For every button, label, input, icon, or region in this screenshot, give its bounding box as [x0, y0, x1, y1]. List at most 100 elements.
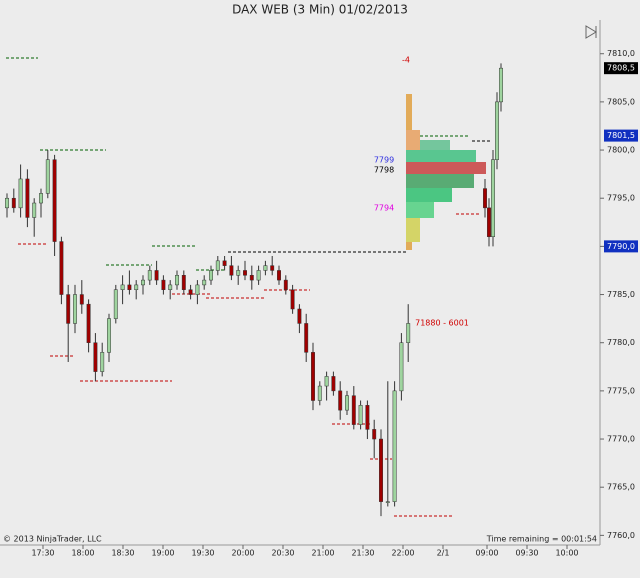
candle-body — [66, 294, 71, 324]
candle-body — [107, 318, 111, 353]
y-tick-label: 7780,0 — [607, 338, 635, 347]
candle-body — [385, 501, 390, 503]
candle-body — [161, 279, 166, 290]
candle-body — [73, 294, 77, 324]
candle-body — [5, 197, 9, 209]
candle-body — [351, 395, 356, 425]
candle-body — [175, 275, 179, 286]
candle-body — [283, 279, 288, 290]
x-tick-label: 19:00 — [151, 549, 174, 558]
candle-body — [25, 178, 30, 218]
y-tick-label: 7760,0 — [607, 531, 635, 540]
candle-body — [379, 438, 383, 502]
candle-body — [93, 342, 98, 372]
candle-body — [229, 265, 234, 276]
y-tick-label: 7800,0 — [607, 146, 635, 155]
candle-body — [491, 159, 495, 237]
y-tick-label: 7775,0 — [607, 386, 635, 395]
x-tick-label: 20:00 — [231, 549, 254, 558]
candle-body — [243, 270, 247, 276]
candle-body — [317, 385, 322, 401]
annotation: 7798 — [374, 166, 394, 175]
candle-body — [311, 352, 315, 401]
candle-body — [120, 284, 125, 290]
candle-body — [154, 270, 159, 281]
x-tick-label: 2/1 — [437, 549, 450, 558]
y-tick-label: 7785,0 — [607, 290, 635, 299]
candle-body — [297, 308, 302, 324]
candle-body — [215, 260, 220, 271]
candle-body — [277, 270, 281, 281]
x-tick-label: 09:00 — [475, 549, 498, 558]
candle-body — [236, 270, 241, 276]
y-tick-label: 7810,0 — [607, 49, 635, 58]
candle-body — [399, 342, 404, 392]
candle-body — [79, 294, 84, 305]
candle-body — [392, 390, 397, 502]
chart-title: DAX WEB (3 Min) 01/02/2013 — [232, 3, 408, 17]
candle-body — [32, 202, 37, 218]
price-marker-label: 7808,5 — [607, 64, 635, 73]
candle-body — [86, 303, 91, 343]
candle-body — [209, 270, 213, 281]
copyright: © 2013 NinjaTrader, LLC — [3, 535, 102, 544]
candle-body — [345, 395, 349, 411]
x-tick-label: 22:00 — [391, 549, 414, 558]
x-tick-label: 21:00 — [311, 549, 334, 558]
y-tick-label: 7770,0 — [607, 435, 635, 444]
candle-body — [365, 405, 370, 430]
x-tick-label: 09:30 — [515, 549, 538, 558]
candle-body — [39, 193, 43, 204]
candle-body — [141, 279, 145, 286]
candle-body — [222, 260, 227, 266]
y-tick-label: 7795,0 — [607, 194, 635, 203]
price-marker — [604, 129, 638, 142]
candle-body — [256, 270, 261, 281]
x-tick-label: 18:30 — [111, 549, 134, 558]
y-tick-label: 7765,0 — [607, 483, 635, 492]
candle-body — [358, 405, 363, 425]
x-tick-label: 18:00 — [71, 549, 94, 558]
candle-body — [181, 275, 186, 290]
price-marker — [604, 240, 638, 253]
annotation: 71880 - 6001 — [415, 319, 469, 328]
price-marker-label: 7790,0 — [607, 242, 635, 251]
candle-body — [499, 67, 503, 103]
annotation: 7799 — [374, 156, 394, 165]
x-tick-label: 10:00 — [555, 549, 578, 558]
annotation: -4 — [402, 56, 410, 65]
candle-body — [195, 284, 200, 295]
scroll-icon[interactable] — [585, 25, 597, 39]
price-marker — [604, 62, 638, 75]
candle-body — [188, 289, 193, 295]
candle-body — [127, 284, 132, 290]
y-tick-label: 7805,0 — [607, 97, 635, 106]
candle-body — [45, 159, 50, 194]
candle-body — [487, 207, 491, 237]
volume-profile — [406, 94, 486, 250]
candle-body — [168, 284, 173, 290]
x-tick-label: 21:30 — [351, 549, 374, 558]
candle-body — [263, 265, 268, 271]
annotation: 7794 — [374, 204, 394, 213]
candle-body — [134, 284, 139, 290]
price-marker-label: 7801,5 — [607, 131, 635, 140]
candle-body — [270, 265, 275, 271]
x-tick-label: 19:30 — [191, 549, 214, 558]
candle-body — [324, 376, 329, 387]
time-remaining: Time remaining = 00:01:54 — [486, 535, 597, 544]
candle-body — [290, 289, 295, 310]
candle-body — [202, 279, 207, 286]
candle-body — [495, 101, 499, 160]
candle-body — [113, 289, 118, 319]
candle-body — [304, 323, 309, 353]
x-tick-label: 20:30 — [271, 549, 294, 558]
candle-body — [59, 241, 64, 295]
candle-body — [483, 188, 487, 209]
candle-body — [52, 159, 57, 242]
candle-body — [372, 429, 377, 440]
candle-body — [100, 352, 105, 372]
candle-body — [338, 390, 343, 411]
